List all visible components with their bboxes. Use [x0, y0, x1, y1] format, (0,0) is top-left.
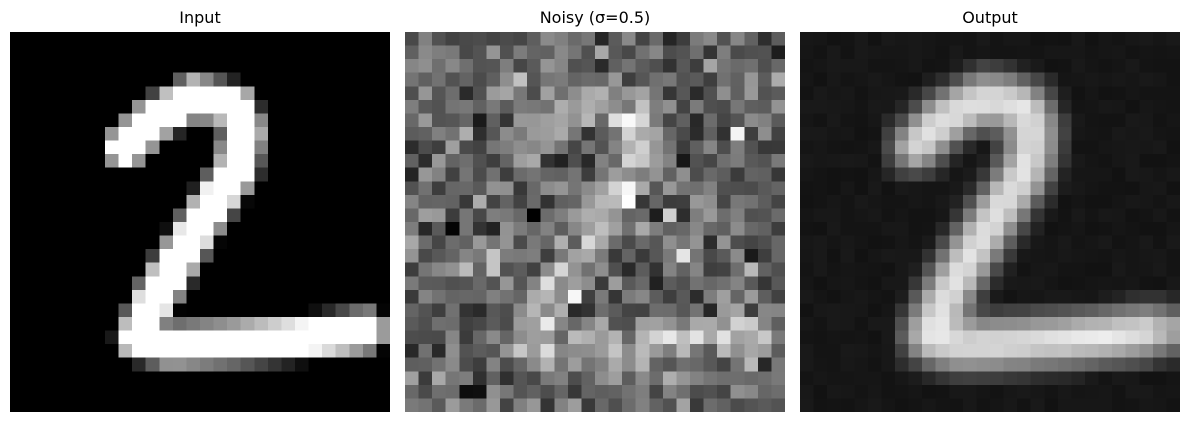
- image-input: [10, 32, 390, 412]
- panel-title-noisy: Noisy (σ=0.5): [539, 8, 651, 27]
- digit-image-clean: [10, 32, 390, 412]
- panel-title-input: Input: [179, 8, 221, 27]
- panel-noisy: Noisy (σ=0.5): [405, 0, 785, 422]
- panel-title-output: Output: [962, 8, 1018, 27]
- image-output: [800, 32, 1180, 412]
- panel-output: Output: [800, 0, 1180, 422]
- digit-image-noisy: [405, 32, 785, 412]
- digit-image-denoised: [800, 32, 1180, 412]
- image-noisy: [405, 32, 785, 412]
- panel-input: Input: [10, 0, 390, 422]
